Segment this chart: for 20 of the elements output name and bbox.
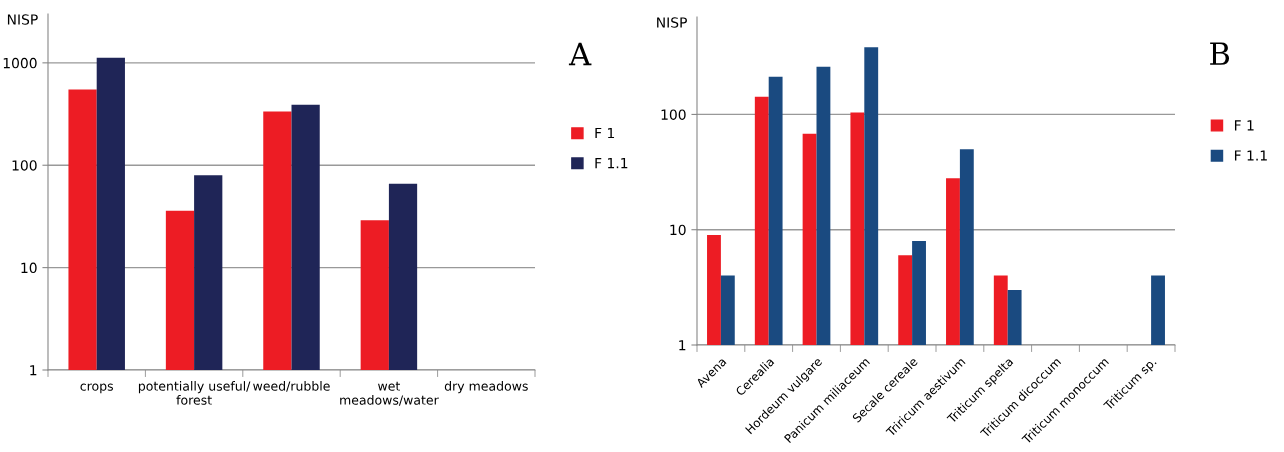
x-tick-label: weed/rubble: [253, 381, 330, 392]
text: A: [568, 42, 592, 66]
legend-label: F 1.1: [1234, 150, 1267, 161]
text: B: [1210, 42, 1230, 65]
x-tick-label: crops: [80, 383, 113, 394]
y-tick-label: 1000: [3, 57, 37, 69]
y-tick-label: 100: [661, 109, 686, 120]
legend-label: F 1: [1234, 120, 1254, 131]
legend-label: F 1: [595, 127, 615, 139]
x-tick-label: wet meadows/water: [340, 381, 439, 406]
x-tick-label: potentially useful/ forest: [138, 381, 251, 405]
y-tick-label: 10: [21, 262, 37, 274]
y-tick-label: 10: [670, 224, 686, 236]
legend-label: F 1.1: [595, 158, 628, 169]
y-tick-label: 100: [12, 160, 37, 171]
x-tick-label: dry meadows: [444, 381, 528, 394]
y-tick-label: 1: [30, 365, 37, 376]
y-axis-title: NISP: [657, 17, 687, 28]
y-axis-title: NISP: [7, 14, 38, 25]
y-tick-label: 1: [679, 340, 686, 351]
